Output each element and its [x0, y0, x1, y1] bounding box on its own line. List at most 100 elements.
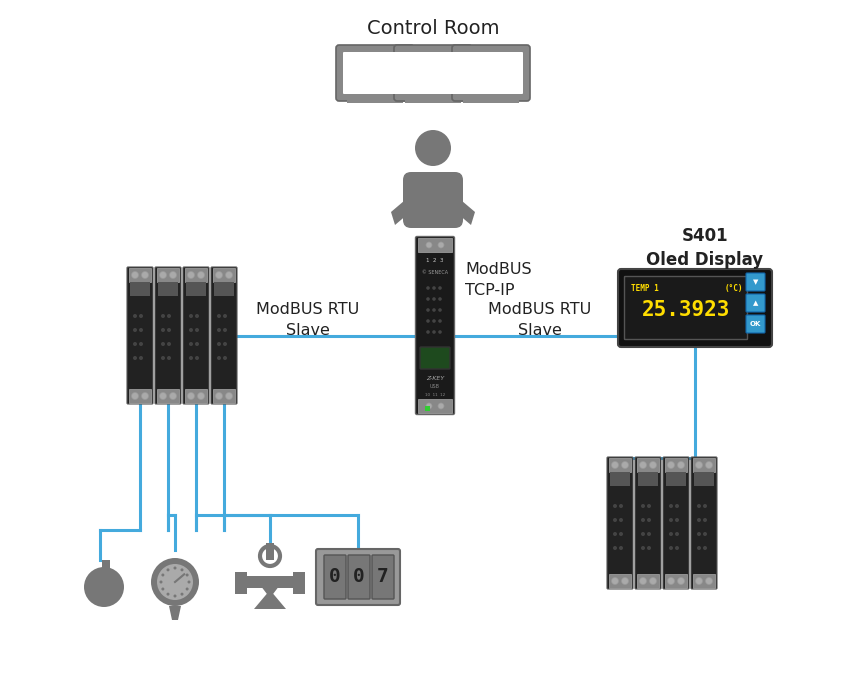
FancyBboxPatch shape	[235, 576, 305, 588]
Circle shape	[223, 356, 227, 360]
Circle shape	[650, 577, 656, 584]
FancyBboxPatch shape	[459, 52, 523, 94]
FancyBboxPatch shape	[618, 269, 772, 347]
Circle shape	[697, 532, 701, 536]
Circle shape	[647, 532, 651, 536]
FancyBboxPatch shape	[213, 389, 235, 403]
Circle shape	[189, 356, 193, 360]
FancyBboxPatch shape	[211, 267, 237, 404]
Circle shape	[639, 461, 647, 468]
Circle shape	[188, 271, 195, 278]
Circle shape	[426, 330, 430, 334]
Circle shape	[438, 330, 442, 334]
FancyBboxPatch shape	[347, 97, 403, 103]
Circle shape	[641, 546, 645, 550]
Circle shape	[650, 461, 656, 468]
Circle shape	[189, 328, 193, 332]
Circle shape	[697, 546, 701, 550]
Circle shape	[415, 130, 451, 166]
Circle shape	[161, 587, 165, 591]
FancyBboxPatch shape	[463, 97, 519, 103]
Circle shape	[613, 546, 617, 550]
Circle shape	[225, 271, 232, 278]
FancyBboxPatch shape	[183, 267, 209, 404]
FancyBboxPatch shape	[418, 399, 452, 413]
FancyBboxPatch shape	[691, 457, 717, 589]
Text: 0: 0	[329, 568, 341, 586]
Circle shape	[703, 518, 707, 522]
Circle shape	[217, 356, 221, 360]
Circle shape	[438, 242, 444, 248]
FancyBboxPatch shape	[746, 315, 765, 333]
Circle shape	[613, 504, 617, 508]
Circle shape	[432, 308, 436, 312]
FancyBboxPatch shape	[694, 472, 714, 486]
Circle shape	[647, 518, 651, 522]
Text: USB: USB	[430, 384, 440, 389]
Circle shape	[432, 297, 436, 301]
Circle shape	[159, 580, 163, 584]
Circle shape	[703, 504, 707, 508]
FancyBboxPatch shape	[637, 574, 659, 588]
FancyBboxPatch shape	[420, 347, 450, 369]
Circle shape	[189, 342, 193, 346]
Polygon shape	[451, 195, 475, 225]
Circle shape	[217, 328, 221, 332]
Text: 10  11  12: 10 11 12	[425, 393, 445, 397]
Circle shape	[223, 328, 227, 332]
Circle shape	[166, 568, 170, 571]
Circle shape	[611, 577, 618, 584]
Circle shape	[675, 518, 679, 522]
Circle shape	[161, 314, 165, 318]
Circle shape	[195, 356, 199, 360]
Text: TEMP 1: TEMP 1	[631, 284, 659, 293]
Circle shape	[619, 546, 623, 550]
Circle shape	[185, 587, 189, 591]
Circle shape	[697, 518, 701, 522]
Text: Control Room: Control Room	[366, 18, 500, 38]
Text: (°C): (°C)	[725, 284, 743, 293]
Text: S401
Oled Display: S401 Oled Display	[646, 227, 764, 269]
FancyBboxPatch shape	[324, 555, 346, 599]
FancyBboxPatch shape	[401, 52, 465, 94]
Circle shape	[139, 342, 143, 346]
Circle shape	[669, 518, 673, 522]
Circle shape	[133, 356, 137, 360]
Circle shape	[217, 342, 221, 346]
Circle shape	[159, 393, 166, 400]
FancyBboxPatch shape	[155, 267, 181, 404]
Circle shape	[132, 393, 139, 400]
Circle shape	[438, 403, 444, 409]
Circle shape	[167, 314, 171, 318]
FancyBboxPatch shape	[693, 458, 715, 472]
Polygon shape	[102, 560, 110, 592]
Circle shape	[170, 271, 177, 278]
Polygon shape	[169, 606, 181, 620]
Polygon shape	[86, 574, 102, 590]
Circle shape	[669, 504, 673, 508]
Circle shape	[139, 356, 143, 360]
Circle shape	[267, 553, 273, 559]
Circle shape	[641, 518, 645, 522]
Circle shape	[167, 328, 171, 332]
Circle shape	[703, 532, 707, 536]
FancyBboxPatch shape	[157, 268, 179, 282]
Circle shape	[197, 393, 204, 400]
Circle shape	[133, 314, 137, 318]
Circle shape	[159, 271, 166, 278]
Circle shape	[613, 532, 617, 536]
Circle shape	[426, 308, 430, 312]
Circle shape	[167, 342, 171, 346]
Circle shape	[432, 319, 436, 323]
Circle shape	[669, 532, 673, 536]
Circle shape	[161, 573, 165, 577]
Circle shape	[173, 595, 177, 598]
FancyBboxPatch shape	[185, 268, 207, 282]
Circle shape	[180, 568, 184, 571]
FancyBboxPatch shape	[663, 457, 689, 589]
Circle shape	[188, 580, 191, 584]
FancyBboxPatch shape	[624, 277, 747, 340]
FancyBboxPatch shape	[157, 389, 179, 403]
Circle shape	[669, 546, 673, 550]
Circle shape	[438, 308, 442, 312]
